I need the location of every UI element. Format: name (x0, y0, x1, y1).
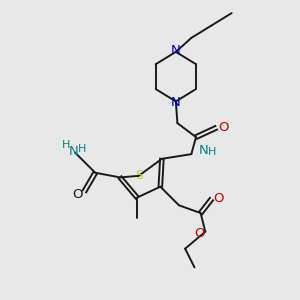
Text: H: H (208, 147, 216, 157)
Text: H: H (78, 144, 86, 154)
Text: N: N (69, 145, 79, 158)
Text: S: S (135, 169, 142, 182)
Text: O: O (194, 227, 205, 240)
Text: O: O (213, 192, 224, 205)
Text: O: O (72, 188, 83, 201)
Text: O: O (218, 121, 228, 134)
Text: N: N (171, 44, 181, 57)
Text: H: H (62, 140, 70, 150)
Text: N: N (171, 96, 181, 109)
Text: N: N (199, 144, 208, 157)
